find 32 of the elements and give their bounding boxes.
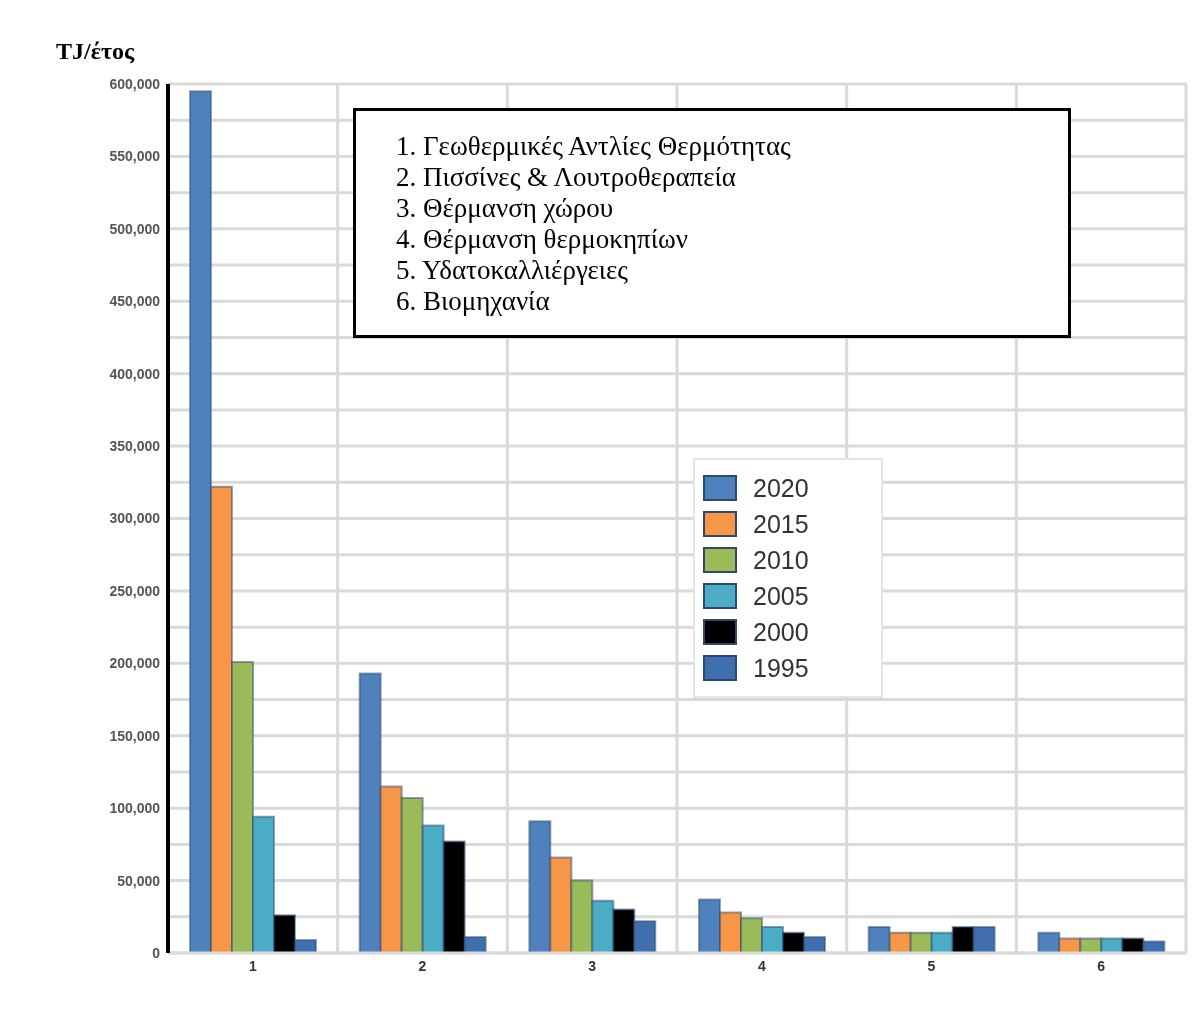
y-tick-label: 450,000 xyxy=(109,293,161,310)
y-tick-label: 150,000 xyxy=(109,727,161,744)
legend-label: 2020 xyxy=(753,473,809,503)
legend-label: 2015 xyxy=(753,509,809,539)
y-tick-label: 250,000 xyxy=(109,582,161,599)
y-tick-label: 100,000 xyxy=(109,800,161,817)
y-tick-label: 400,000 xyxy=(109,365,161,382)
annotation: 4. Θέρμανση θερμοκηπίων xyxy=(396,224,689,255)
y-tick-label: 50,000 xyxy=(117,872,161,889)
y-tick-label: 600,000 xyxy=(109,75,161,92)
annotation: 2. Πισσίνες & Λουτροθεραπεία xyxy=(396,162,737,193)
legend-label: 2010 xyxy=(753,545,809,575)
x-tick-label: 5 xyxy=(927,957,936,974)
y-tick-label: 0 xyxy=(152,944,161,961)
annotation: 6. Βιομηχανία xyxy=(396,286,551,317)
legend-label: 2005 xyxy=(753,581,809,611)
x-tick-label: 2 xyxy=(418,957,427,974)
x-tick-label: 3 xyxy=(588,957,597,974)
annotation: 3. Θέρμανση χώρου xyxy=(396,193,615,224)
y-tick-label: 200,000 xyxy=(109,655,161,672)
x-tick-label: 1 xyxy=(248,957,257,974)
y-axis-title: TJ/έτος xyxy=(56,38,135,65)
legend-label: 2000 xyxy=(753,617,809,647)
y-tick-label: 350,000 xyxy=(109,438,161,455)
y-tick-label: 300,000 xyxy=(109,510,161,527)
annotation: 1. Γεωθερμικές Αντλίες Θερμότητας xyxy=(396,131,792,162)
legend-label: 1995 xyxy=(753,653,809,683)
annotation: 5. Υδατοκαλλιέργειες xyxy=(396,255,630,286)
x-tick-label: 6 xyxy=(1097,957,1106,974)
y-tick-label: 550,000 xyxy=(109,148,161,165)
x-tick-label: 4 xyxy=(757,957,766,974)
y-tick-label: 500,000 xyxy=(109,220,161,237)
